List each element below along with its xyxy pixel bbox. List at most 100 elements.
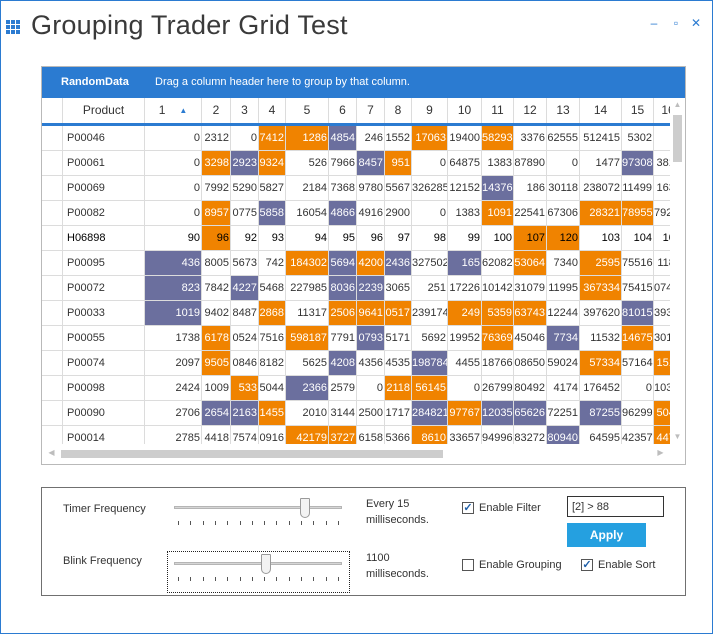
enable-sort-label[interactable]: Enable Sort <box>598 559 656 571</box>
value-cell[interactable]: 5290 <box>230 176 258 200</box>
value-cell[interactable]: 30118 <box>546 176 579 200</box>
value-cell[interactable]: 7516 <box>258 326 285 350</box>
timer-frequency-slider[interactable] <box>174 498 342 526</box>
value-cell[interactable]: 1009 <box>201 376 230 400</box>
value-cell[interactable]: 3376 <box>513 126 546 150</box>
column-header-5[interactable]: 5 <box>285 98 328 123</box>
column-header-2[interactable]: 2 <box>201 98 230 123</box>
value-cell[interactable]: 4208 <box>328 351 356 375</box>
table-row[interactable]: P00082 0 8957 0775 5858 16054 4866 4916 2900 0 138… <box>42 201 670 226</box>
product-cell[interactable]: P00074 <box>62 351 144 375</box>
value-cell[interactable]: 6158 <box>356 426 384 444</box>
column-header-7[interactable]: 7 <box>356 98 384 123</box>
value-cell[interactable]: 9641 <box>356 301 384 325</box>
value-cell[interactable]: 198784 <box>411 351 447 375</box>
value-cell[interactable]: 5692 <box>411 326 447 350</box>
value-cell[interactable]: 11995 <box>546 276 579 300</box>
value-cell[interactable]: 1552 <box>384 126 411 150</box>
value-cell[interactable]: 512415 <box>579 126 621 150</box>
value-cell[interactable]: 0846 <box>230 351 258 375</box>
value-cell[interactable]: 1019 <box>144 301 201 325</box>
value-cell[interactable]: 22541 <box>513 201 546 225</box>
value-cell[interactable]: 30104 <box>653 326 670 350</box>
value-cell[interactable]: 59024 <box>546 351 579 375</box>
value-cell[interactable]: 7574 <box>230 426 258 444</box>
column-header-13[interactable]: 13 <box>546 98 579 123</box>
enable-sort-checkbox[interactable]: ✓ <box>581 559 593 571</box>
value-cell[interactable]: 87890 <box>513 151 546 175</box>
table-row[interactable]: P00046 0 2312 0 7412 1286 4854 246 1552 17063 1940… <box>42 126 670 151</box>
value-cell[interactable]: 1189 <box>653 251 670 275</box>
value-cell[interactable]: 93 <box>258 226 285 250</box>
value-cell[interactable]: 99 <box>447 226 481 250</box>
value-cell[interactable]: 42179 <box>285 426 328 444</box>
value-cell[interactable]: 2366 <box>285 376 328 400</box>
value-cell[interactable]: 1091 <box>481 201 513 225</box>
table-row[interactable]: P00033 1019 9402 8487 2868 11317 2506 9641 0517 2… <box>42 301 670 326</box>
close-icon[interactable]: ✕ <box>690 16 702 30</box>
value-cell[interactable]: 31079 <box>513 276 546 300</box>
value-cell[interactable]: 42357 <box>621 426 653 444</box>
product-cell[interactable]: H06898 <box>62 226 144 250</box>
value-cell[interactable]: 742 <box>258 251 285 275</box>
product-cell[interactable]: P00014 <box>62 426 144 444</box>
value-cell[interactable]: 65626 <box>513 401 546 425</box>
value-cell[interactable]: 11317 <box>285 301 328 325</box>
value-cell[interactable]: 10305 <box>653 376 670 400</box>
value-cell[interactable]: 0 <box>411 201 447 225</box>
value-cell[interactable]: 284821 <box>411 401 447 425</box>
table-row[interactable]: P00090 2706 2654 2163 1455 2010 3144 2500 1717 28… <box>42 401 670 426</box>
value-cell[interactable]: 57334 <box>579 351 621 375</box>
value-cell[interactable]: 5359 <box>481 301 513 325</box>
column-header-15[interactable]: 15 <box>621 98 653 123</box>
value-cell[interactable]: 9505 <box>201 351 230 375</box>
value-cell[interactable]: 12244 <box>546 301 579 325</box>
table-row[interactable]: P00072 823 7842 4227 5468 227985 8036 2239 3065 2… <box>42 276 670 301</box>
value-cell[interactable]: 0 <box>144 176 201 200</box>
product-cell[interactable]: P00082 <box>62 201 144 225</box>
value-cell[interactable]: 239174 <box>411 301 447 325</box>
value-cell[interactable]: 5041 <box>653 401 670 425</box>
value-cell[interactable]: 8610 <box>411 426 447 444</box>
value-cell[interactable]: 2654 <box>201 401 230 425</box>
value-cell[interactable]: 107 <box>513 226 546 250</box>
value-cell[interactable]: 64875 <box>447 151 481 175</box>
value-cell[interactable]: 3144 <box>328 401 356 425</box>
maximize-icon[interactable]: ▫ <box>673 16 679 30</box>
value-cell[interactable]: 7412 <box>258 126 285 150</box>
table-row[interactable]: P00014 2785 4418 7574 0916 42179 3727 6158 5366 8… <box>42 426 670 444</box>
product-cell[interactable]: P00061 <box>62 151 144 175</box>
product-cell[interactable]: P00072 <box>62 276 144 300</box>
value-cell[interactable]: 14376 <box>481 176 513 200</box>
value-cell[interactable]: 120 <box>546 226 579 250</box>
value-cell[interactable]: 2184 <box>285 176 328 200</box>
value-cell[interactable]: 96 <box>356 226 384 250</box>
value-cell[interactable]: 17226 <box>447 276 481 300</box>
value-cell[interactable]: 100 <box>481 226 513 250</box>
value-cell[interactable]: 12035 <box>481 401 513 425</box>
value-cell[interactable]: 8457 <box>356 151 384 175</box>
value-cell[interactable]: 1633 <box>653 176 670 200</box>
value-cell[interactable]: 165 <box>447 251 481 275</box>
value-cell[interactable]: 96 <box>201 226 230 250</box>
value-cell[interactable]: 5468 <box>258 276 285 300</box>
value-cell[interactable]: 0 <box>447 376 481 400</box>
value-cell[interactable]: 0 <box>356 376 384 400</box>
value-cell[interactable]: 4854 <box>328 126 356 150</box>
value-cell[interactable]: 598187 <box>285 326 328 350</box>
value-cell[interactable]: 2118 <box>384 376 411 400</box>
column-header-product[interactable]: Product <box>62 98 144 123</box>
value-cell[interactable]: 0 <box>144 201 201 225</box>
value-cell[interactable]: 2500 <box>356 401 384 425</box>
value-cell[interactable]: 5302 <box>621 126 653 150</box>
value-cell[interactable]: 8005 <box>201 251 230 275</box>
value-cell[interactable]: 0 <box>230 126 258 150</box>
column-header-8[interactable]: 8 <box>384 98 411 123</box>
value-cell[interactable]: 326285 <box>411 176 447 200</box>
value-cell[interactable]: 9324 <box>258 151 285 175</box>
value-cell[interactable]: 2868 <box>258 301 285 325</box>
value-cell[interactable]: 19952 <box>447 326 481 350</box>
column-header-4[interactable]: 4 <box>258 98 285 123</box>
value-cell[interactable]: 823 <box>144 276 201 300</box>
